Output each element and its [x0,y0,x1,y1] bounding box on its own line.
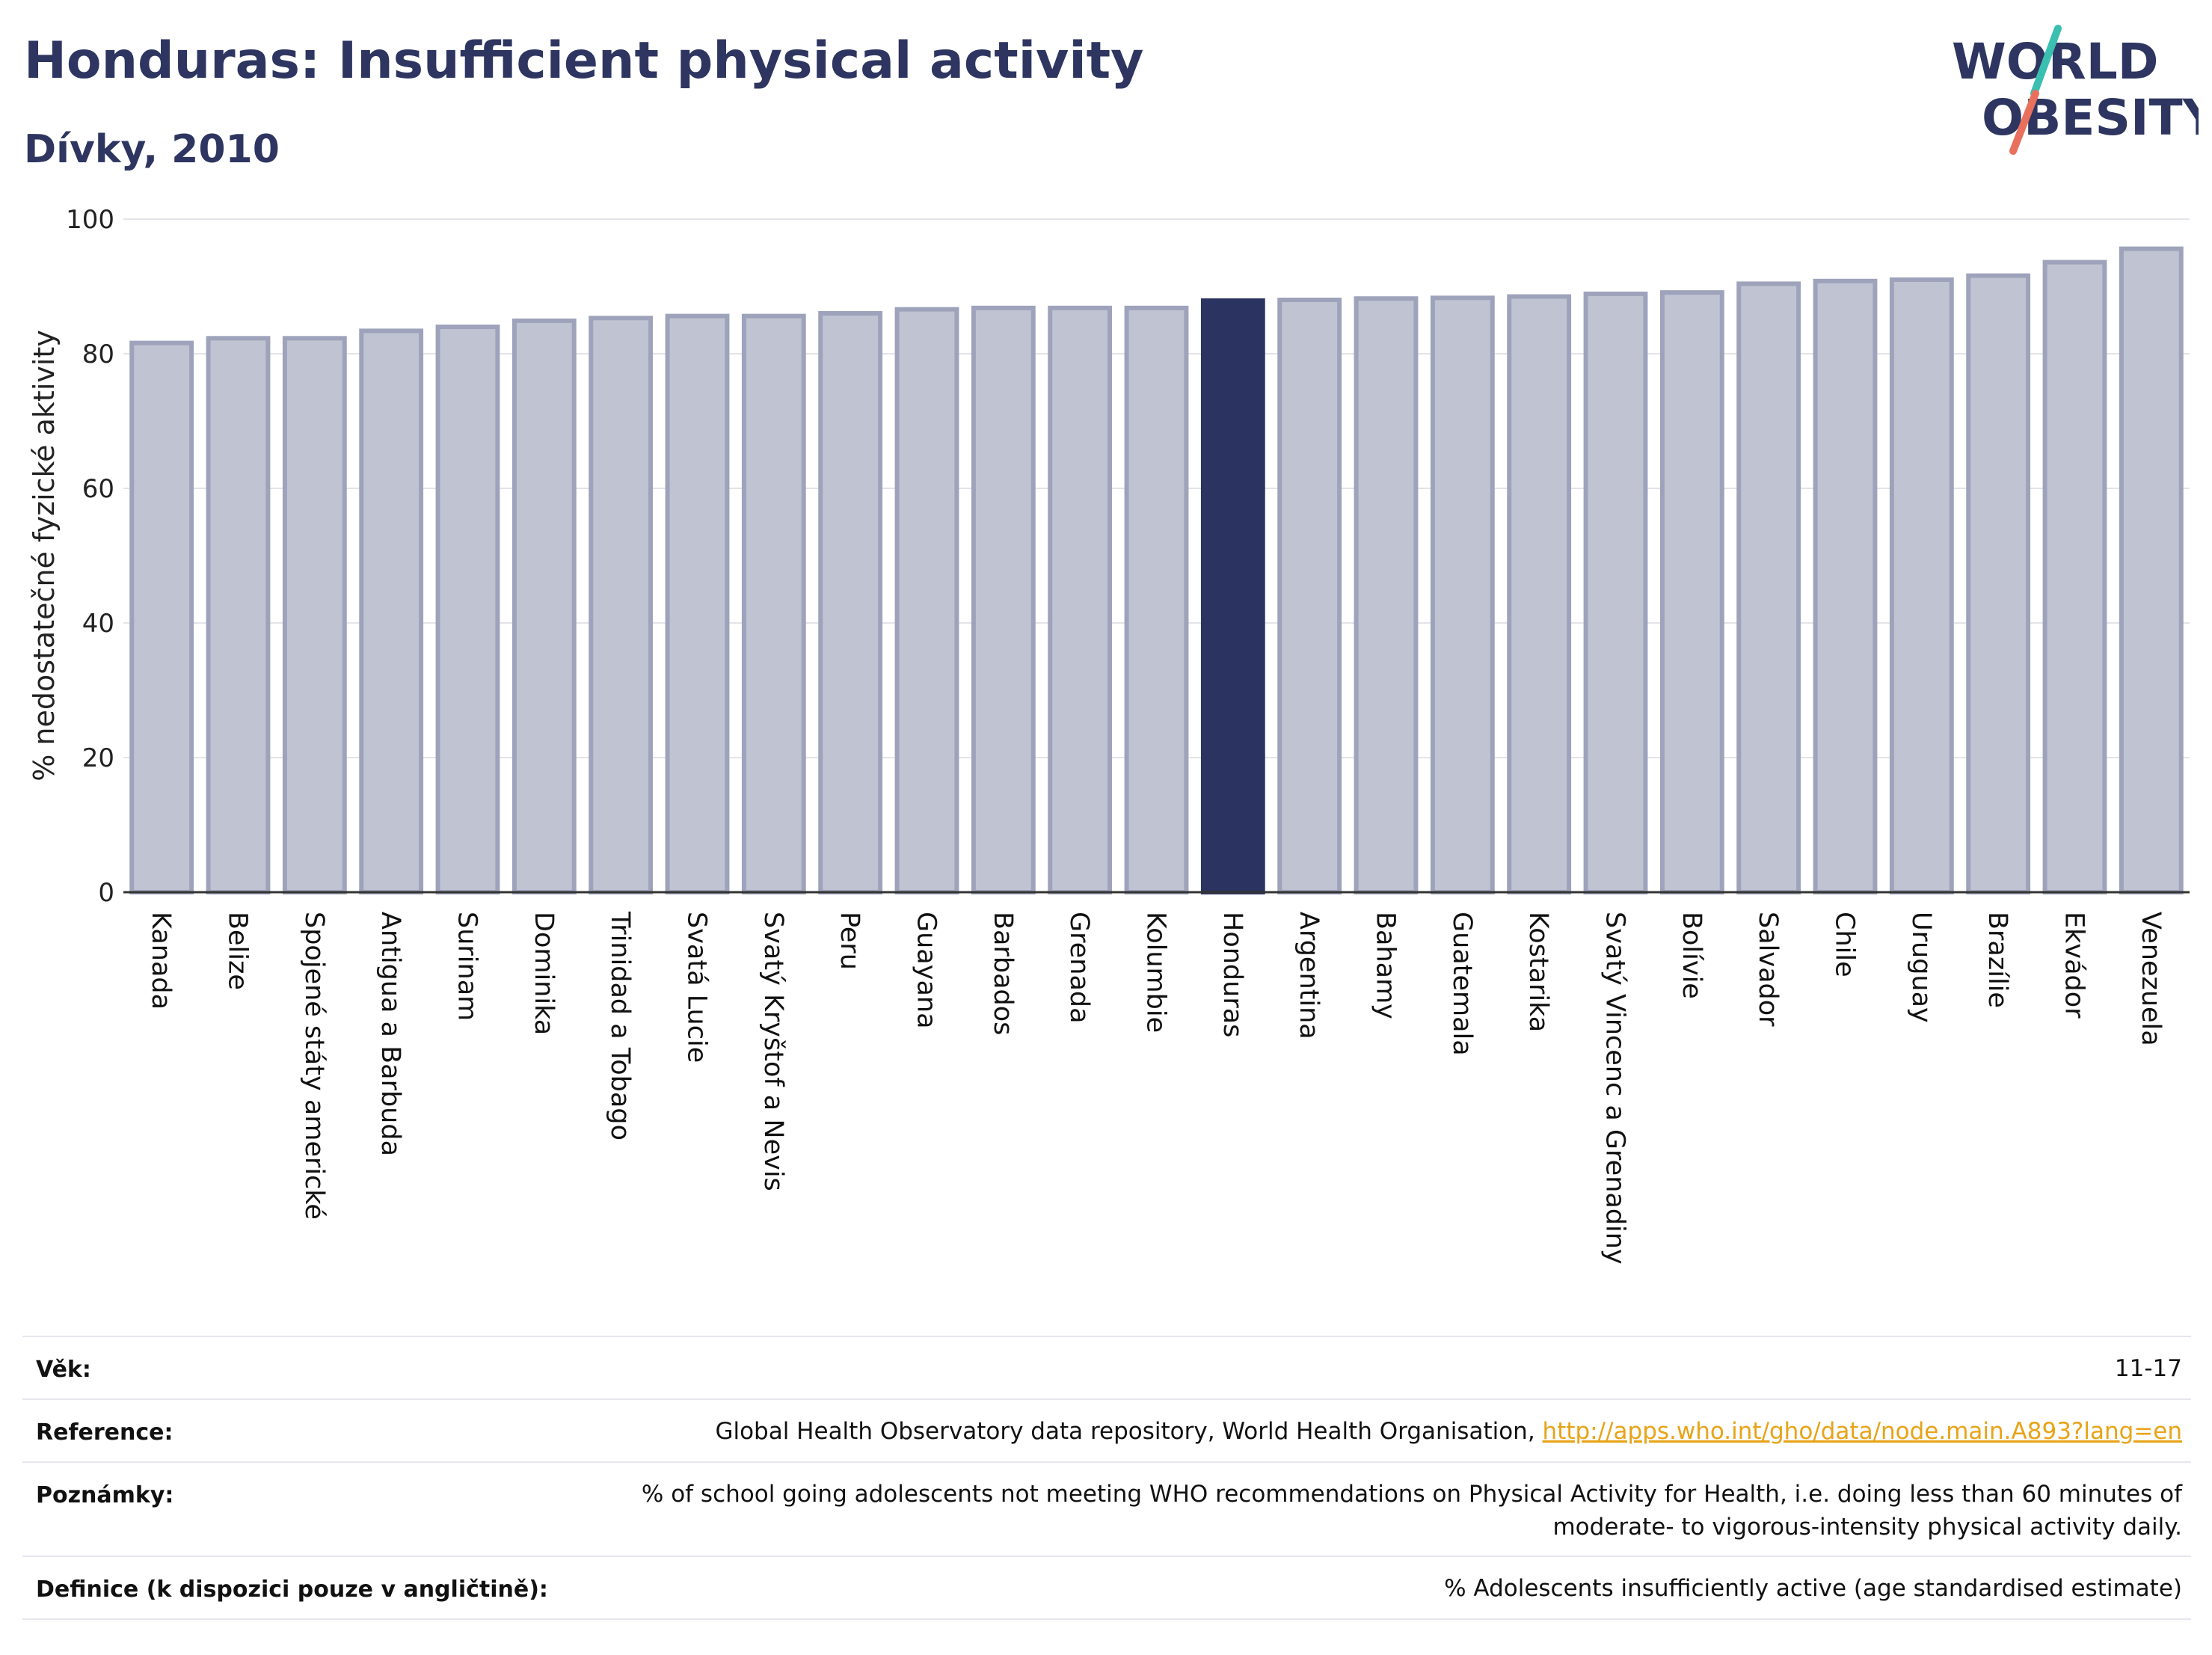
bar-9 [818,311,883,894]
y-tick-label: 0 [98,878,114,908]
x-tick-label: Trinidad a Tobago [605,911,635,1140]
notes-line2: moderate- to vigorous-intensity physical… [1552,1514,2182,1541]
logo-slash-teal [2030,25,2062,97]
chart-title: Honduras: Insufficient physical activity [24,31,1144,90]
age-value: 11-17 [2114,1355,2182,1382]
x-tick-label: Grenada [1064,912,1094,1024]
meta-row-age: Věk: 11-17 [22,1336,2191,1400]
world-obesity-logo: WORLD OBESITY [1952,25,2199,155]
y-tick-label: 100 [66,205,114,235]
x-tick-label: Chile [1830,912,1860,977]
reference-link[interactable]: http://apps.who.int/gho/data/node.main.A… [1542,1418,2182,1445]
bar-1 [206,336,271,894]
x-tick-label: Barbados [988,912,1018,1035]
bar-3 [359,328,424,894]
x-tick-label: Brazílie [1982,912,2012,1008]
meta-bottom-border [22,1618,2191,1620]
bar-17 [1430,295,1495,894]
x-tick-label: Guayana [912,912,941,1029]
meta-row-notes: Poznámky: % of school going adolescents … [22,1461,2191,1557]
bar-0 [129,340,194,895]
bar-chart: 0 20 40 60 80 100 % nedostatečné fyzické aktiv… [28,205,2190,1265]
x-tick-label: Svatý Kryštof a Nevis [758,912,788,1191]
x-tick-label: Peru [835,912,864,970]
reference-label: Reference: [36,1419,173,1446]
notes-label: Poznámky: [36,1482,174,1508]
bar-10 [894,307,959,895]
x-tick-label: Bolívie [1677,912,1706,999]
bar-12 [1048,305,1113,894]
logo-slash-coral [2009,90,2039,155]
bar-5 [511,318,577,894]
meta-row-definition: Definice (k dispozici pouze v angličtině… [22,1556,2191,1620]
bar-22 [1813,278,1878,894]
reference-value: Global Health Observatory data repositor… [715,1415,2182,1448]
metadata-table: Věk: 11-17 Reference: Global Health Obse… [22,1336,2191,1620]
bar-4 [435,325,500,894]
x-tick-label: Honduras [1217,912,1247,1037]
y-tick-label: 20 [82,743,114,773]
definition-label: Definice (k dispozici pouze v angličtině… [36,1576,548,1603]
x-tick-label: Argentina [1294,912,1324,1040]
x-tick-label: Antigua a Barbuda [375,912,405,1156]
notes-line1: % of school going adolescents not meetin… [641,1481,2182,1508]
bar-7 [665,313,730,895]
bar-14 [1200,298,1265,894]
x-tick-label: Svatá Lucie [682,912,712,1063]
x-tick-label: Svatý Vincenc a Grenadiny [1600,912,1630,1265]
bar-24 [1966,273,2031,895]
notes-value: % of school going adolescents not meetin… [462,1478,2182,1544]
bar-25 [2042,260,2107,895]
bar-20 [1659,290,1724,895]
x-tick-label: Surinam [452,912,482,1021]
bar-18 [1507,294,1572,894]
x-tick-label: Dominika [529,912,559,1035]
bar-16 [1354,296,1419,894]
bar-19 [1583,291,1648,894]
chart-subtitle: Dívky, 2010 [24,127,280,172]
x-tick-label: Venezuela [2136,912,2166,1046]
bar-2 [282,336,347,894]
bar-23 [1889,277,1954,894]
x-tick-label: Kostarika [1523,912,1553,1032]
bar-26 [2119,246,2184,895]
x-tick-label: Kanada [146,912,176,1010]
x-tick-label: Kolumbie [1141,912,1171,1033]
x-tick-label: Uruguay [1906,912,1936,1023]
bar-15 [1277,298,1342,894]
bar-8 [741,313,806,895]
bar-6 [589,316,654,894]
x-tick-label: Guatemala [1447,912,1477,1056]
meta-row-reference: Reference: Global Health Observatory dat… [22,1398,2191,1463]
x-tick-label: Belize [223,912,253,990]
bar-11 [971,305,1036,894]
y-tick-label: 60 [82,474,114,504]
x-tick-label: Bahamy [1371,912,1401,1019]
reference-text: Global Health Observatory data repositor… [715,1418,1543,1445]
y-tick-label: 40 [82,609,114,639]
bar-13 [1124,305,1189,894]
x-tick-label: Spojené státy americké [299,912,329,1220]
age-label: Věk: [36,1357,91,1383]
definition-value: % Adolescents insufficiently active (age… [1444,1575,2182,1602]
y-axis-label: % nedostatečné fyzické aktivity [28,330,61,782]
bar-21 [1736,281,1801,894]
x-tick-label: Ekvádor [2059,912,2089,1019]
x-tick-label: Salvador [1753,912,1783,1027]
y-tick-label: 80 [82,340,114,369]
